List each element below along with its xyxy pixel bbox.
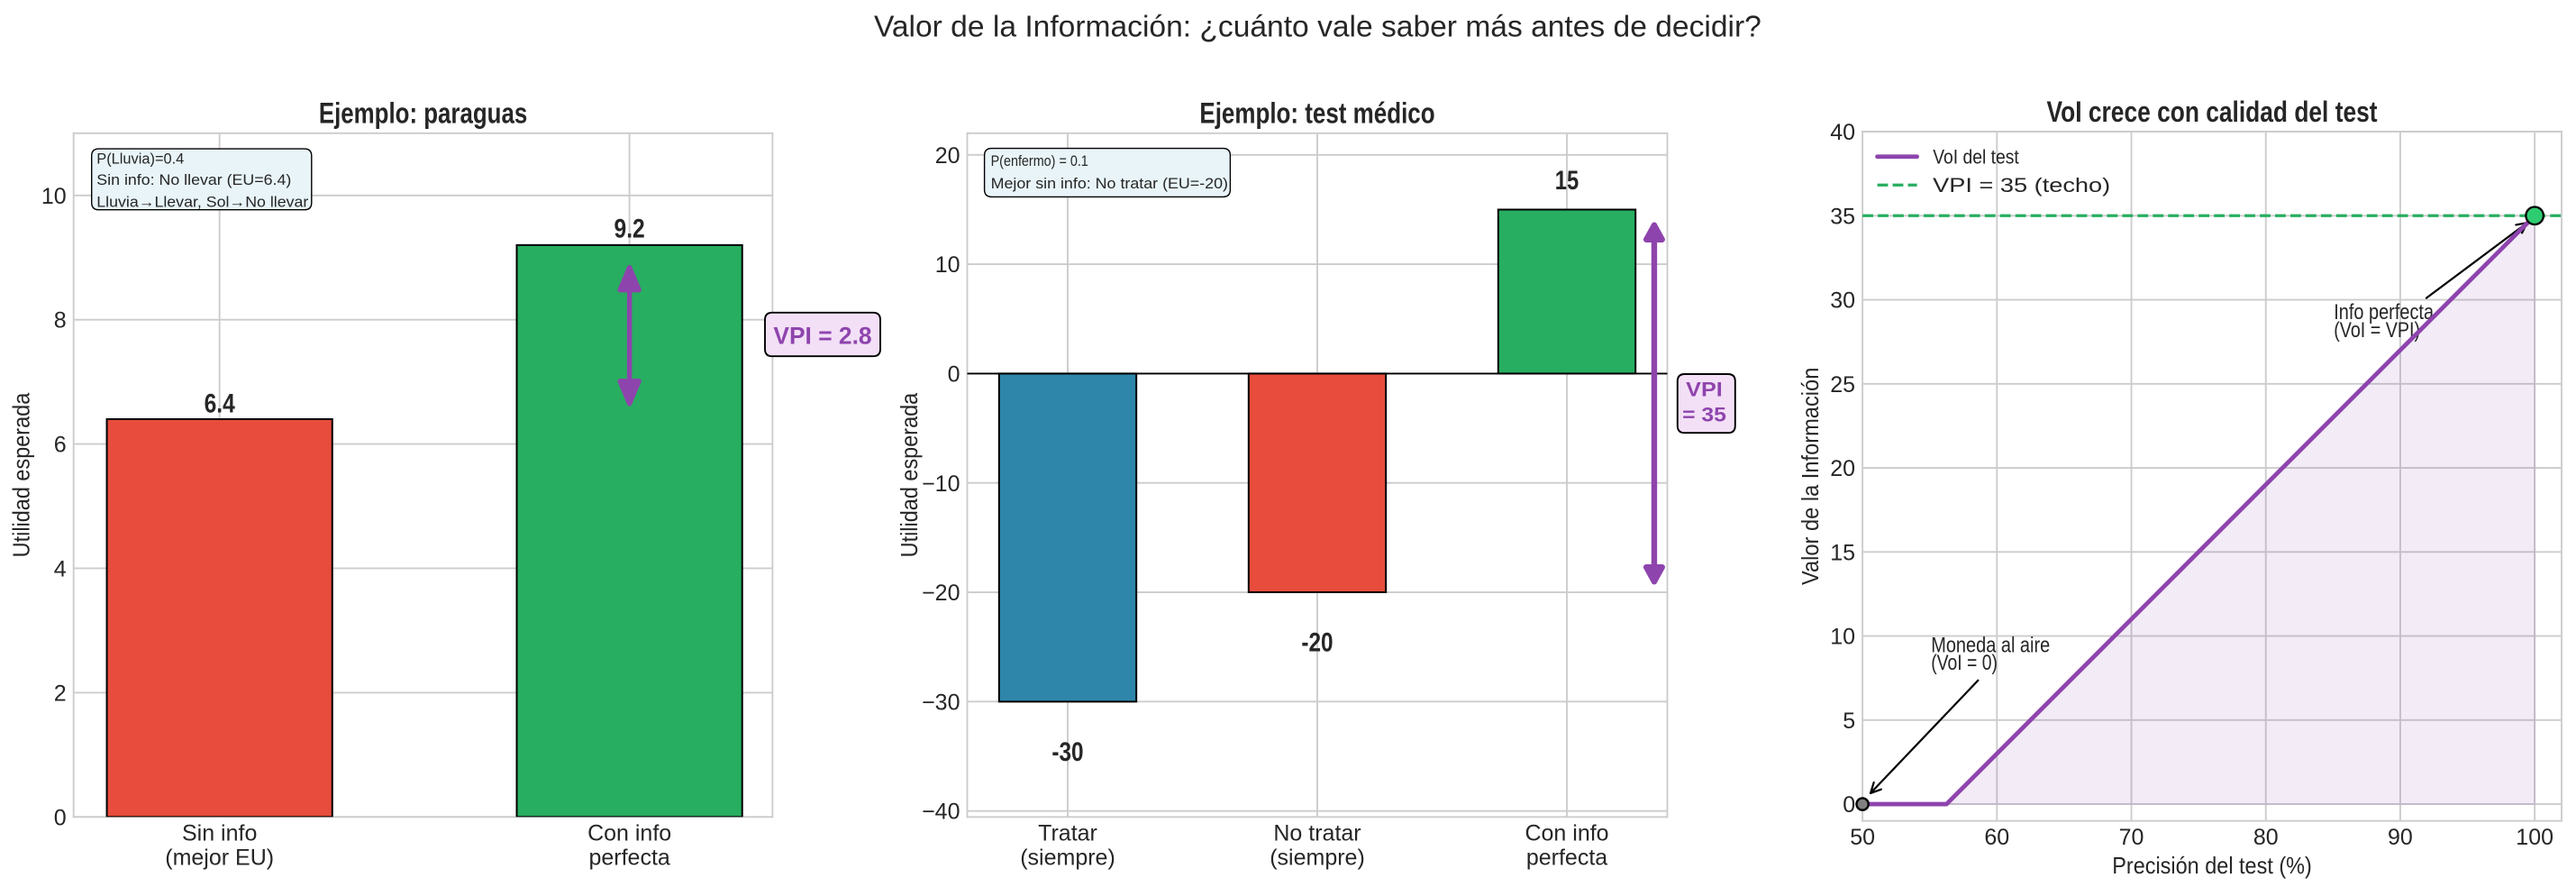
svg-text:perfecta: perfecta xyxy=(1526,845,1607,870)
svg-text:(mejor EU): (mejor EU) xyxy=(165,845,274,870)
svg-text:-20: -20 xyxy=(1301,628,1333,658)
svg-text:No tratar: No tratar xyxy=(1273,820,1361,846)
svg-text:70: 70 xyxy=(2119,825,2144,850)
svg-text:20: 20 xyxy=(935,143,960,169)
svg-text:Valor de la Información: ¿cuán: Valor de la Información: ¿cuánto vale sa… xyxy=(874,10,1761,43)
svg-text:VPI = 2.8: VPI = 2.8 xyxy=(773,323,871,350)
svg-text:VPI = 35 (techo): VPI = 35 (techo) xyxy=(1933,174,2110,197)
svg-text:0: 0 xyxy=(1843,792,1855,818)
svg-text:Utilidad esperada: Utilidad esperada xyxy=(897,392,923,557)
svg-text:Sin info: No llevar (EU=6.4): Sin info: No llevar (EU=6.4) xyxy=(96,172,291,188)
svg-text:6: 6 xyxy=(54,433,67,458)
svg-text:8: 8 xyxy=(54,308,67,334)
svg-text:P(enfermo) = 0.1: P(enfermo) = 0.1 xyxy=(991,153,1088,169)
svg-text:−20: −20 xyxy=(922,581,960,606)
svg-text:10: 10 xyxy=(41,184,67,209)
svg-text:Ejemplo: test médico: Ejemplo: test médico xyxy=(1199,97,1434,130)
svg-text:4: 4 xyxy=(54,557,67,582)
svg-text:Moneda al aire: Moneda al aire xyxy=(1931,633,2050,657)
svg-text:Con info: Con info xyxy=(1525,820,1608,846)
svg-text:Sin info: Sin info xyxy=(182,820,257,846)
svg-text:Mejor sin info: No tratar (EU=: Mejor sin info: No tratar (EU=-20) xyxy=(991,176,1228,192)
svg-text:−10: −10 xyxy=(922,471,960,497)
svg-text:0: 0 xyxy=(948,361,960,387)
svg-text:VoI crece con calidad del test: VoI crece con calidad del test xyxy=(2047,96,2378,128)
svg-text:90: 90 xyxy=(2388,825,2413,850)
svg-text:perfecta: perfecta xyxy=(588,845,669,870)
svg-text:35: 35 xyxy=(1830,204,1855,229)
svg-text:Ejemplo: paraguas: Ejemplo: paraguas xyxy=(319,97,527,130)
svg-text:−40: −40 xyxy=(922,800,960,825)
svg-text:VPI: VPI xyxy=(1686,379,1723,401)
svg-text:−30: −30 xyxy=(922,690,960,715)
svg-text:(VoI = 0): (VoI = 0) xyxy=(1931,651,1998,675)
svg-text:Valor de la Información: Valor de la Información xyxy=(1798,368,1824,585)
svg-text:VoI del test: VoI del test xyxy=(1933,145,2019,168)
svg-text:Utilidad esperada: Utilidad esperada xyxy=(10,392,35,557)
svg-text:60: 60 xyxy=(1984,825,2009,850)
svg-text:15: 15 xyxy=(1555,166,1579,196)
svg-text:Con info: Con info xyxy=(587,820,671,846)
svg-text:30: 30 xyxy=(1830,288,1855,314)
svg-text:10: 10 xyxy=(935,252,960,278)
svg-text:P(Lluvia)=0.4: P(Lluvia)=0.4 xyxy=(96,151,184,167)
svg-text:Precisión del test (%): Precisión del test (%) xyxy=(2112,854,2312,879)
svg-text:(siempre): (siempre) xyxy=(1020,845,1115,870)
svg-text:= 35: = 35 xyxy=(1682,403,1726,425)
svg-text:50: 50 xyxy=(1850,825,1875,850)
svg-text:6.4: 6.4 xyxy=(205,389,235,418)
svg-text:5: 5 xyxy=(1843,709,1855,734)
svg-text:15: 15 xyxy=(1830,540,1855,565)
svg-text:25: 25 xyxy=(1830,372,1855,398)
svg-text:Info perfecta: Info perfecta xyxy=(2334,300,2434,325)
svg-text:100: 100 xyxy=(2516,825,2553,850)
svg-text:20: 20 xyxy=(1830,456,1855,481)
svg-text:2: 2 xyxy=(54,681,67,706)
svg-text:(VoI = VPI): (VoI = VPI) xyxy=(2334,318,2420,343)
svg-text:10: 10 xyxy=(1830,625,1855,650)
svg-text:(siempre): (siempre) xyxy=(1270,845,1365,870)
svg-text:9.2: 9.2 xyxy=(614,215,645,244)
svg-text:40: 40 xyxy=(1830,120,1855,145)
svg-text:Lluvia→Llevar, Sol→No llevar: Lluvia→Llevar, Sol→No llevar xyxy=(96,195,309,211)
svg-text:0: 0 xyxy=(54,805,67,830)
svg-text:Tratar: Tratar xyxy=(1038,820,1097,846)
svg-text:-30: -30 xyxy=(1051,737,1083,767)
svg-text:80: 80 xyxy=(2253,825,2279,850)
